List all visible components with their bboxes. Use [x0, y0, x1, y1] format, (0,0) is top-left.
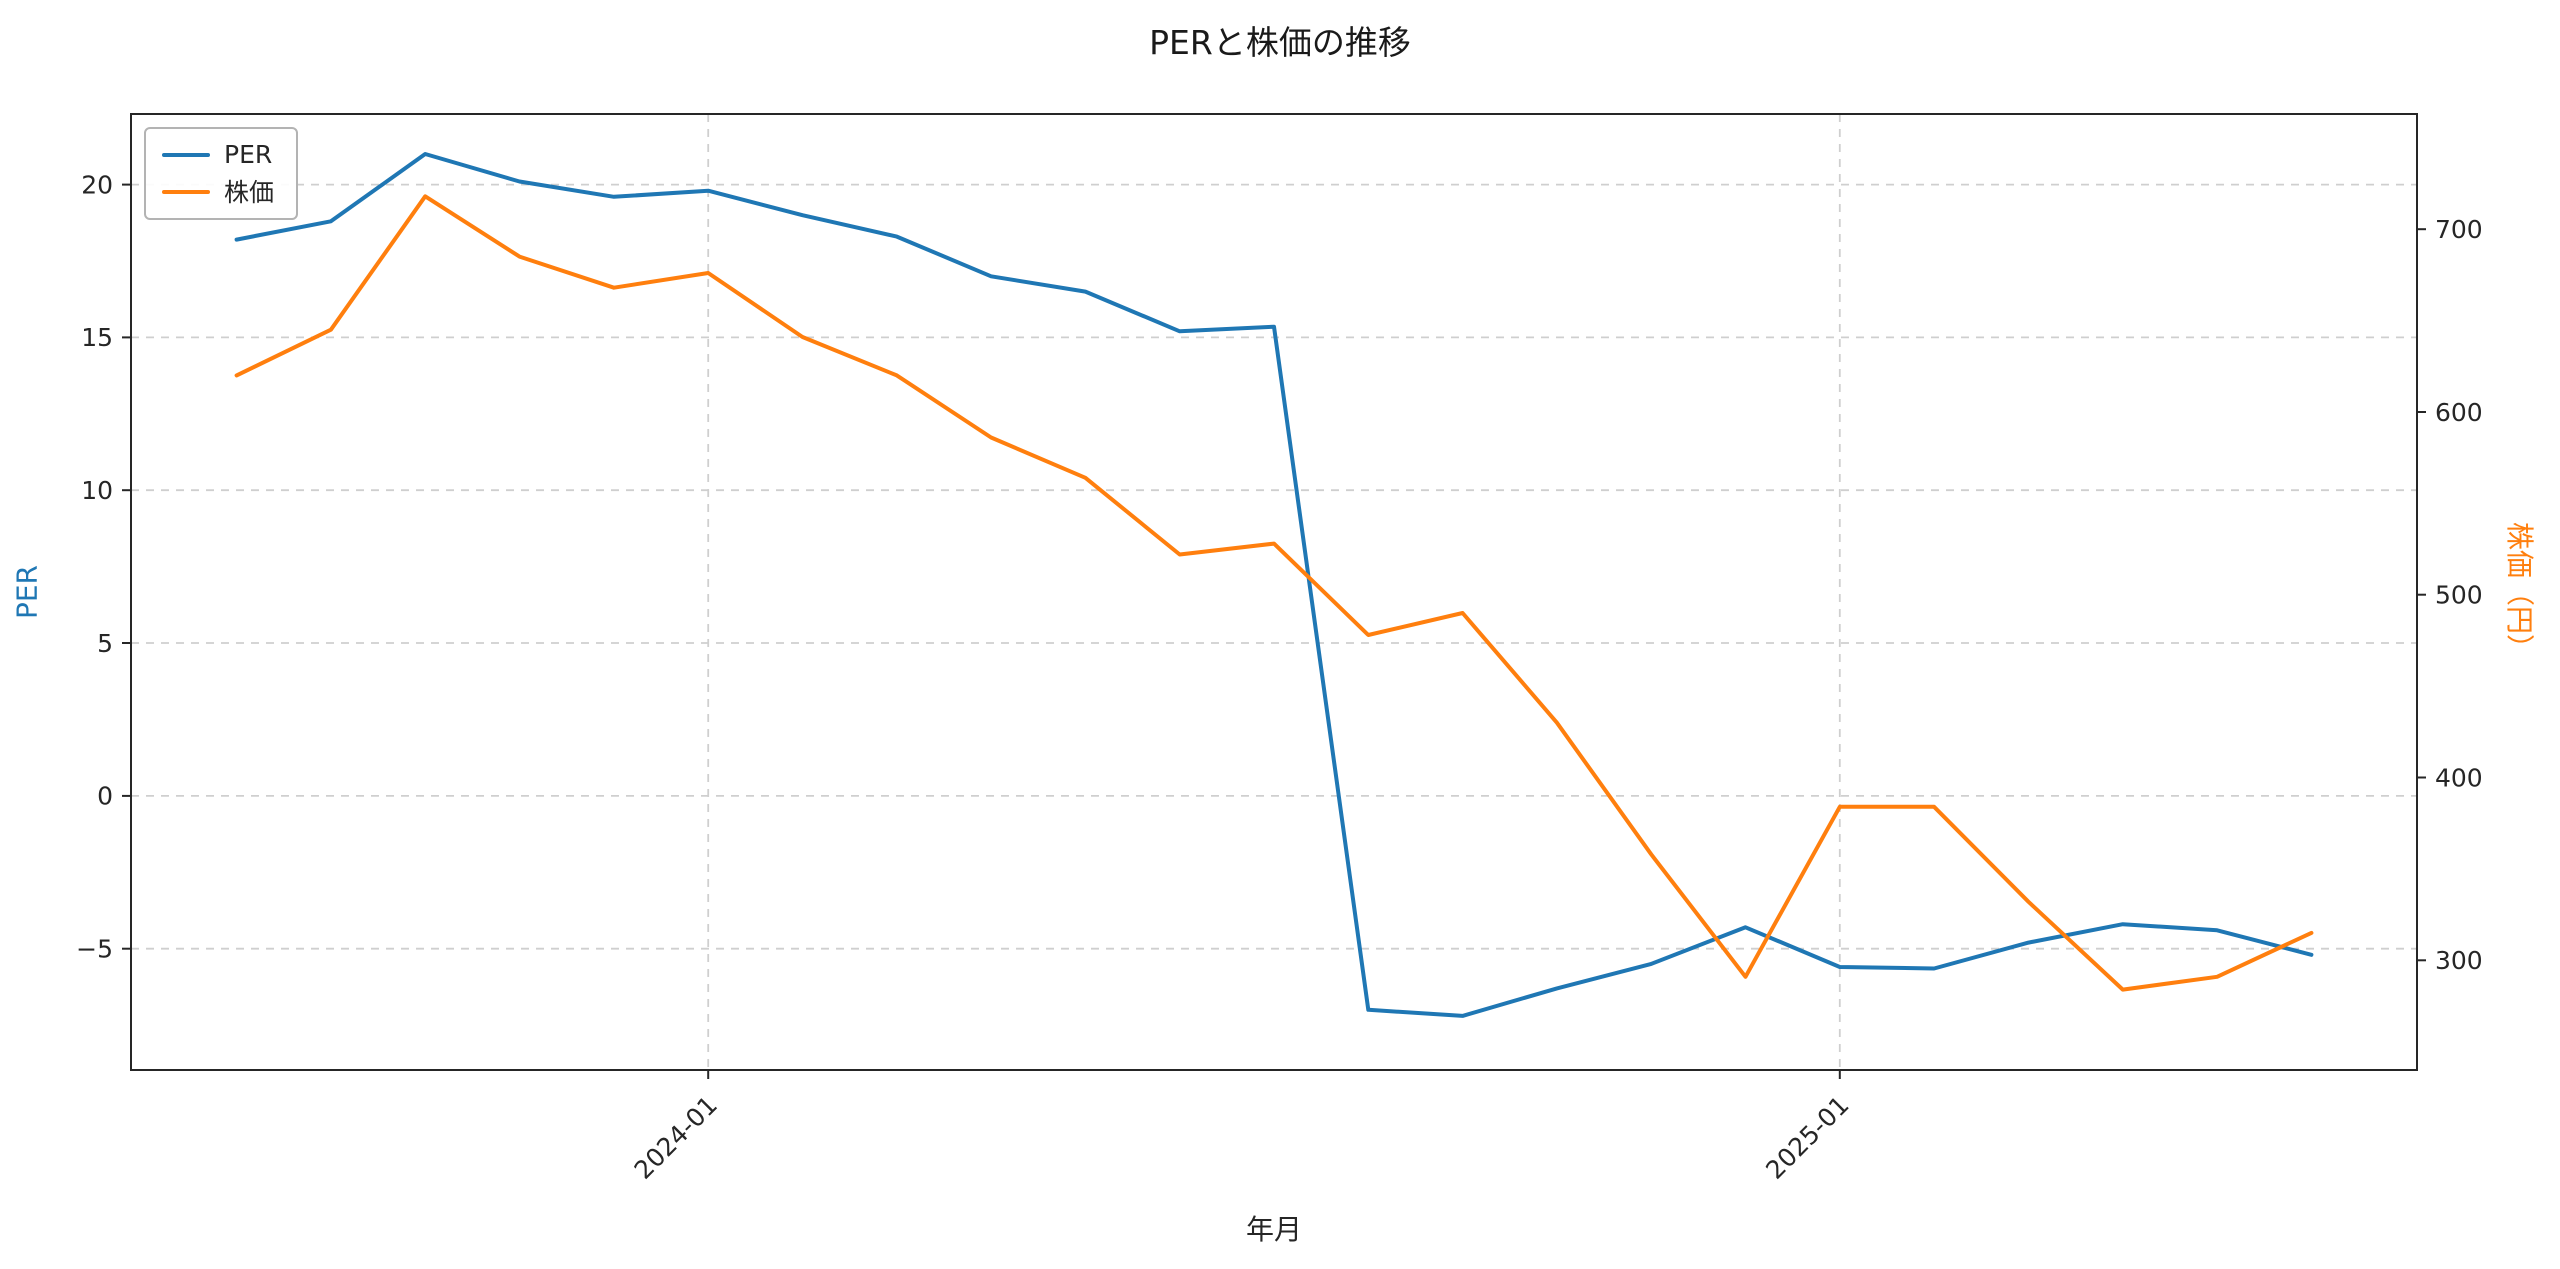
y-axis-label-left: PER [10, 564, 44, 620]
y-axis-label-right: 株価（円） [2503, 521, 2536, 663]
legend-item-kabuka: 株価 [162, 177, 275, 207]
per-line-swatch [162, 152, 210, 157]
y-left-tick-label: 10 [81, 476, 113, 505]
legend: PER 株価 [144, 127, 299, 220]
chart-title: PERと株価の推移 [1149, 23, 1411, 62]
y-right-tick-label: 700 [2435, 215, 2483, 244]
y-left-tick-label: 0 [97, 782, 113, 811]
series-line-PER [234, 152, 2314, 1018]
y-left-tick-label: −5 [76, 934, 113, 963]
y-right-tick-label: 500 [2435, 580, 2483, 609]
x-axis-label: 年月 [1245, 1213, 1302, 1246]
legend-label-per: PER [224, 140, 273, 169]
legend-label-kabuka: 株価 [224, 177, 275, 207]
legend-item-per: PER [162, 141, 274, 169]
y-right-tick-label: 300 [2435, 946, 2483, 975]
y-left-tick-label: 15 [81, 323, 113, 352]
kabuka-line-swatch [162, 190, 210, 195]
series-line-株価 [234, 194, 2314, 992]
y-left-tick-label: 5 [97, 629, 113, 658]
x-tick-label: 2025-01 [1760, 1090, 1854, 1184]
plot-border [130, 113, 2418, 1071]
y-right-tick-label: 400 [2435, 763, 2483, 792]
y-left-tick-label: 20 [81, 170, 113, 199]
y-right-tick-label: 600 [2435, 398, 2483, 427]
x-tick-label: 2024-01 [629, 1090, 723, 1184]
